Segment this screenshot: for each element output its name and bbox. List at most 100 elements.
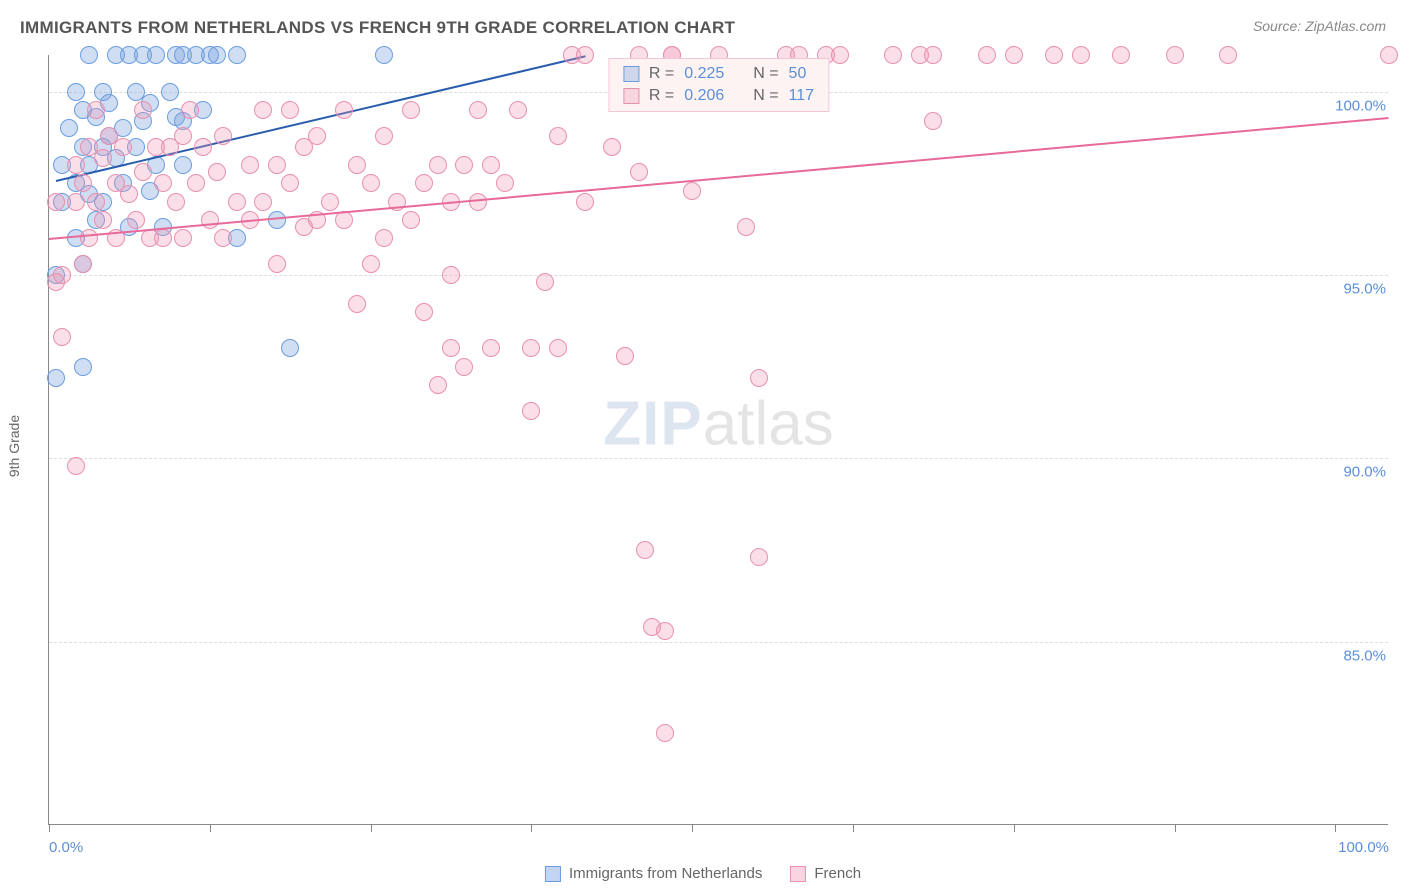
data-point-french [228,193,246,211]
data-point-french [214,127,232,145]
data-point-french [74,255,92,273]
data-point-french [924,112,942,130]
data-point-french [154,174,172,192]
data-point-netherlands [47,369,65,387]
series-legend-label: French [814,865,861,882]
data-point-french [1166,46,1184,64]
data-point-french [80,229,98,247]
data-point-french [1045,46,1063,64]
x-tick [1175,824,1176,832]
data-point-french [281,174,299,192]
data-point-french [496,174,514,192]
data-point-french [482,156,500,174]
data-point-french [630,163,648,181]
data-point-french [737,218,755,236]
data-point-french [402,211,420,229]
x-tick [692,824,693,832]
data-point-french [656,724,674,742]
data-point-netherlands [74,358,92,376]
data-point-french [750,369,768,387]
data-point-french [469,101,487,119]
data-point-french [536,273,554,291]
data-point-french [74,174,92,192]
data-point-french [268,255,286,273]
legend-row-french: R =0.206 N =117 [623,85,814,107]
data-point-french [576,46,594,64]
data-point-french [415,174,433,192]
legend-n-label: N = [753,87,778,105]
legend-swatch-icon [623,66,639,82]
x-tick [49,824,50,832]
series-legend-label: Immigrants from Netherlands [569,865,762,882]
gridline [49,642,1388,643]
y-tick-label: 85.0% [1339,647,1390,664]
data-point-french [978,46,996,64]
data-point-french [214,229,232,247]
x-tick [853,824,854,832]
data-point-netherlands [375,46,393,64]
data-point-french [114,138,132,156]
data-point-french [1005,46,1023,64]
data-point-netherlands [60,119,78,137]
y-tick-label: 90.0% [1339,464,1390,481]
data-point-french [362,255,380,273]
data-point-netherlands [228,46,246,64]
y-tick-label: 100.0% [1331,97,1390,114]
legend-r-value: 0.206 [684,87,724,105]
data-point-french [1112,46,1130,64]
data-point-french [67,156,85,174]
data-point-french [187,174,205,192]
data-point-french [884,46,902,64]
data-point-netherlands [80,46,98,64]
series-legend-item: Immigrants from Netherlands [545,865,762,882]
legend-swatch-icon [623,88,639,104]
data-point-french [442,339,460,357]
legend-swatch-icon [790,866,806,882]
data-point-french [167,193,185,211]
y-tick-label: 95.0% [1339,281,1390,298]
data-point-french [134,163,152,181]
data-point-french [47,193,65,211]
data-point-french [1380,46,1398,64]
data-point-french [281,101,299,119]
data-point-french [254,193,272,211]
data-point-french [134,101,152,119]
data-point-french [429,376,447,394]
data-point-netherlands [174,156,192,174]
data-point-french [67,193,85,211]
data-point-french [53,328,71,346]
data-point-french [549,127,567,145]
data-point-french [831,46,849,64]
legend-n-value: 50 [789,65,807,83]
x-tick [210,824,211,832]
data-point-french [509,101,527,119]
data-point-french [154,229,172,247]
data-point-french [522,339,540,357]
data-point-netherlands [161,83,179,101]
data-point-netherlands [281,339,299,357]
data-point-french [87,101,105,119]
x-tick [1335,824,1336,832]
data-point-french [616,347,634,365]
data-point-french [321,193,339,211]
data-point-french [120,185,138,203]
data-point-french [375,229,393,247]
data-point-french [268,156,286,174]
chart-title: IMMIGRANTS FROM NETHERLANDS VS FRENCH 9T… [20,18,735,38]
legend-n-value: 117 [789,87,815,105]
legend-n-label: N = [753,65,778,83]
x-tick [531,824,532,832]
data-point-french [348,156,366,174]
data-point-french [201,211,219,229]
data-point-french [482,339,500,357]
x-tick [371,824,372,832]
data-point-french [308,127,326,145]
gridline [49,458,1388,459]
data-point-french [362,174,380,192]
watermark-part1: ZIP [603,390,702,459]
legend-row-netherlands: R =0.225 N =50 [623,63,814,85]
data-point-french [254,101,272,119]
source-attribution: Source: ZipAtlas.com [1253,18,1386,34]
scatter-chart: ZIPatlas R =0.225 N =50R =0.206 N =117 8… [48,55,1388,825]
legend-swatch-icon [545,866,561,882]
